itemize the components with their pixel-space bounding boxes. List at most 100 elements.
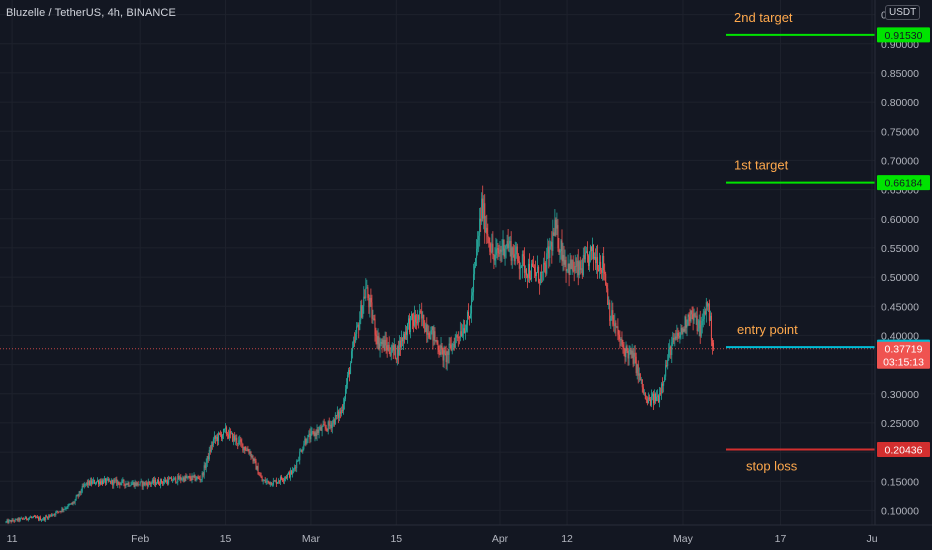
candle-up	[585, 251, 587, 253]
candle-up	[578, 261, 580, 276]
legend-separator: ,	[101, 7, 108, 19]
candle-up	[651, 393, 653, 397]
candle-up	[292, 470, 294, 475]
candle-up	[591, 244, 593, 252]
candle-down	[395, 358, 397, 360]
candle-up	[153, 479, 155, 484]
candle-down	[492, 243, 494, 256]
candle-up	[89, 480, 91, 486]
1st-target-price-value: 0.66184	[885, 178, 923, 190]
candle-down	[637, 364, 639, 376]
candle-down	[244, 446, 246, 451]
time-tick-label: 12	[561, 533, 573, 545]
candle-down	[401, 337, 403, 342]
candle-up	[643, 392, 645, 394]
price-tick-label: 0.25000	[881, 418, 919, 430]
candle-down	[699, 320, 701, 337]
candle-up	[556, 225, 558, 229]
candle-up	[387, 344, 389, 351]
candle-up	[87, 480, 89, 485]
candle-down	[493, 255, 495, 261]
time-tick-label: 11	[7, 533, 18, 545]
candle-up	[431, 326, 433, 330]
symbol-legend[interactable]: Bluzelle / TetherUS, 4h, BINANCE	[6, 7, 176, 19]
candle-down	[197, 476, 199, 478]
candle-up	[8, 520, 10, 523]
candle-down	[510, 241, 512, 261]
candle-up	[300, 450, 302, 452]
candle-down	[148, 481, 150, 484]
candle-up	[276, 482, 278, 484]
candle-down	[258, 474, 260, 476]
candle-up	[231, 432, 233, 434]
candle-down	[447, 351, 449, 355]
candle-up	[693, 313, 695, 321]
time-tick-label: 15	[390, 533, 402, 545]
candle-down	[227, 434, 229, 436]
time-axis[interactable]: 11 Feb 15 Mar 15 Apr 12 May 17 Ju	[0, 524, 932, 545]
candle-down	[18, 518, 20, 521]
candle-down	[100, 481, 102, 484]
candle-up	[580, 268, 582, 270]
candle-up	[32, 516, 34, 518]
candle-up	[142, 482, 144, 487]
candle-down	[437, 343, 439, 350]
candle-up	[274, 480, 276, 482]
candle-up	[379, 343, 381, 349]
candle-down	[652, 393, 654, 404]
price-badges: 0.915300.661840.379990.204360.3771903:15…	[877, 27, 930, 458]
candle-up	[299, 451, 301, 461]
candle-up	[474, 266, 476, 275]
candle-down	[694, 313, 696, 317]
candle-up	[653, 393, 655, 404]
price-tick-label: 0.70000	[881, 155, 919, 167]
candle-up	[15, 519, 17, 520]
candle-down	[317, 429, 319, 433]
candle-up	[101, 480, 103, 484]
candle-down	[257, 466, 259, 475]
candle-up	[665, 365, 667, 377]
candle-up	[390, 352, 392, 356]
candle-up	[106, 479, 108, 484]
candle-up	[35, 517, 37, 518]
candle-down	[507, 241, 509, 248]
candle-up	[302, 449, 304, 452]
candle-up	[365, 287, 367, 298]
candle-down	[291, 470, 293, 475]
candle-up	[411, 313, 413, 316]
candle-down	[572, 259, 574, 271]
candle-down	[598, 269, 600, 272]
candle-up	[663, 381, 665, 386]
time-tick-label: 17	[775, 533, 787, 545]
currency-button[interactable]: USDT	[885, 5, 921, 20]
candle-down	[689, 316, 691, 322]
candle-down	[434, 331, 436, 341]
candle-up	[205, 462, 207, 469]
candle-down	[597, 257, 599, 270]
candle-down	[641, 379, 643, 388]
candle-down	[71, 503, 73, 505]
candle-down	[376, 336, 378, 345]
candle-down	[548, 246, 550, 258]
candle-up	[435, 340, 437, 341]
candle-up	[455, 335, 457, 338]
candle-up	[53, 514, 55, 516]
candle-up	[156, 479, 158, 484]
candle-down	[412, 313, 414, 320]
candle-up	[144, 482, 146, 485]
candle-up	[113, 480, 115, 486]
candle-down	[286, 477, 288, 478]
candle-down	[328, 421, 330, 426]
candle-down	[603, 255, 605, 271]
candle-up	[96, 480, 98, 482]
candle-down	[490, 251, 492, 253]
price-tick-label: 0.60000	[881, 214, 919, 226]
candle-up	[506, 241, 508, 247]
candle-down	[577, 260, 579, 276]
candle-up	[59, 511, 61, 512]
candle-down	[568, 263, 570, 275]
candle-down	[535, 271, 537, 277]
candle-up	[459, 331, 461, 338]
candle-up	[187, 476, 189, 478]
